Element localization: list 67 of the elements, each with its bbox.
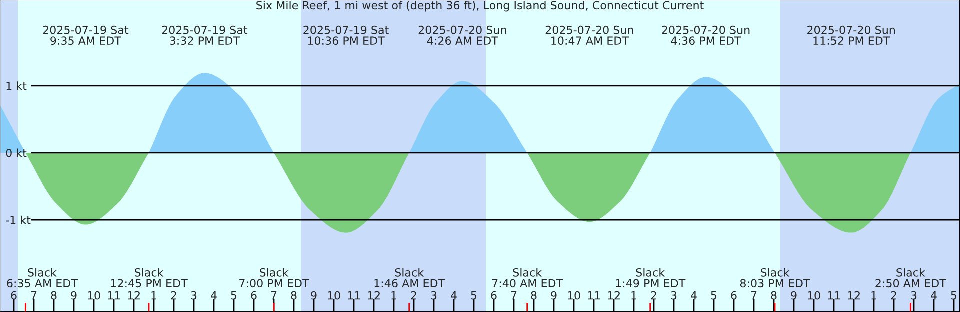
annotation: Slack 12:45 PM EDT bbox=[111, 268, 188, 288]
x-tick-label: 10 bbox=[88, 291, 100, 300]
annotation: Slack 1:49 PM EDT bbox=[616, 268, 686, 288]
x-tick-label: 11 bbox=[348, 292, 360, 300]
annotation: Slack 2:50 AM EDT bbox=[876, 268, 946, 288]
x-tick-label: 7 bbox=[511, 292, 517, 300]
x-tick-label: 5 bbox=[231, 292, 237, 300]
x2-tick-label: 2025-07-20 Sun 11:52 PM EDT bbox=[808, 26, 896, 46]
x-tick-label: 1 bbox=[632, 292, 637, 300]
x-tick-label: 8 bbox=[771, 291, 777, 300]
x-tick-label: 12 bbox=[128, 291, 140, 300]
x-tick-label: 3 bbox=[191, 291, 197, 300]
y-tick-label: 1 kt bbox=[6, 82, 27, 90]
x-tick-label: 1 bbox=[152, 292, 157, 300]
x-tick-label: 2 bbox=[411, 291, 416, 300]
x-tick-label: 9 bbox=[791, 291, 797, 300]
x-tick-label: 12 bbox=[848, 291, 860, 300]
x2-tick-label: 2025-07-19 Sat 10:36 PM EDT bbox=[304, 26, 389, 46]
x-tick-label: 4 bbox=[691, 292, 697, 300]
x-tick-label: 9 bbox=[71, 291, 77, 300]
x-tick-label: 2 bbox=[891, 291, 896, 300]
x-tick-label: 4 bbox=[931, 292, 937, 300]
x-tick-label: 3 bbox=[911, 291, 917, 300]
y-tick-label: 0 kt bbox=[6, 148, 27, 158]
x-tick-label: 4 bbox=[451, 292, 457, 300]
x-tick-label: 6 bbox=[11, 291, 17, 300]
x-tick-label: 4 bbox=[211, 292, 217, 300]
chart-title: Six Mile Reef, 1 mi west of (depth 36 ft), Long Island Sound, Connecticut Current bbox=[256, 1, 704, 12]
x-tick-label: 8 bbox=[51, 291, 57, 300]
x-tick-label: 8 bbox=[291, 291, 297, 300]
x-tick-label: 10 bbox=[328, 291, 340, 300]
x-tick-label: 11 bbox=[588, 292, 600, 300]
x-tick-label: 9 bbox=[311, 291, 317, 300]
annotation: Slack 1:46 AM EDT bbox=[374, 268, 446, 288]
annotation: Slack 8:03 PM EDT bbox=[740, 268, 810, 288]
x-tick-label: 6 bbox=[491, 291, 497, 300]
x-tick-label: 11 bbox=[108, 292, 120, 300]
x-tick-label: 7 bbox=[31, 292, 37, 300]
x2-tick-label: 2025-07-19 Sat 3:32 PM EDT bbox=[162, 26, 248, 46]
x-tick-label: 1 bbox=[392, 292, 397, 300]
x-tick-label: 6 bbox=[731, 291, 737, 300]
x-tick-label: 1 bbox=[872, 292, 877, 300]
x-tick-label: 9 bbox=[551, 291, 557, 300]
x-tick-label: 6 bbox=[251, 291, 257, 300]
x-tick-label: 10 bbox=[808, 291, 820, 300]
annotation: Slack 7:40 AM EDT bbox=[492, 268, 564, 288]
x2-tick-label: 2025-07-20 Sun 4:36 PM EDT bbox=[662, 26, 750, 46]
x-tick-label: 8 bbox=[531, 291, 537, 300]
x2-tick-label: 2025-07-20 Sun 4:26 AM EDT bbox=[418, 26, 506, 46]
x-tick-label: 10 bbox=[568, 291, 580, 300]
x2-tick-label: 2025-07-20 Sun 10:47 AM EDT bbox=[546, 26, 634, 46]
x-tick-label: 11 bbox=[828, 292, 840, 300]
x-tick-label: 5 bbox=[951, 292, 957, 300]
x2-tick-label: 2025-07-19 Sat 9:35 AM EDT bbox=[43, 26, 129, 46]
x-tick-label: 7 bbox=[271, 292, 277, 300]
x-tick-label: 12 bbox=[368, 291, 380, 300]
x-tick-label: 3 bbox=[431, 291, 437, 300]
x-tick-label: 7 bbox=[751, 292, 757, 300]
annotation: Slack 6:35 AM EDT bbox=[7, 268, 78, 288]
y-tick-label: -1 kt bbox=[6, 216, 31, 224]
annotation: Slack 7:00 PM EDT bbox=[240, 268, 310, 288]
x-tick-label: 12 bbox=[608, 291, 620, 300]
x-tick-label: 5 bbox=[711, 292, 717, 300]
x-tick-label: 2 bbox=[651, 291, 656, 300]
x-tick-label: 3 bbox=[671, 291, 677, 300]
x-tick-label: 5 bbox=[471, 292, 477, 300]
x-tick-label: 2 bbox=[171, 291, 176, 300]
